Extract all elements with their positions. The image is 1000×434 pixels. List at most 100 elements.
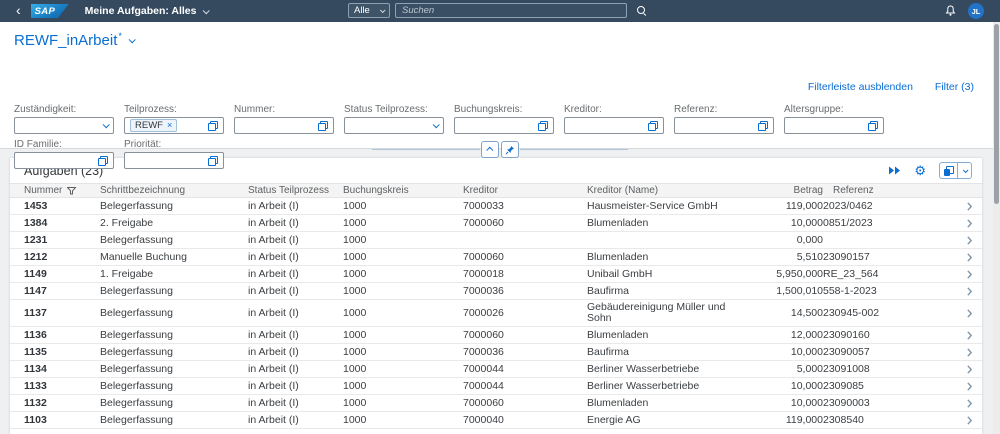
cell-nummer: 1137 bbox=[24, 306, 47, 319]
row-chevron-icon[interactable] bbox=[967, 252, 972, 262]
kreditor-input[interactable] bbox=[564, 117, 664, 134]
table-row[interactable]: 1147 Belegerfassung in Arbeit (I) 1000 7… bbox=[10, 283, 982, 300]
hide-filterbar-link[interactable]: Filterleiste ausblenden bbox=[807, 81, 913, 93]
row-chevron-icon[interactable] bbox=[967, 347, 972, 357]
cell-kreditor-name bbox=[587, 238, 737, 242]
value-help-icon[interactable] bbox=[98, 155, 108, 166]
row-chevron-icon[interactable] bbox=[967, 286, 972, 296]
row-chevron-icon[interactable] bbox=[967, 415, 972, 425]
cell-buchungskreis: 1000 bbox=[343, 413, 367, 426]
row-chevron-icon[interactable] bbox=[967, 381, 972, 391]
row-chevron-icon[interactable] bbox=[967, 330, 972, 340]
cell-kreditor-name: Berliner Wasserbetriebe bbox=[587, 362, 700, 375]
export-menu-chevron[interactable] bbox=[958, 163, 971, 178]
cell-schrittbezeichnung: Belegerfassung bbox=[100, 379, 173, 392]
table-row[interactable]: 1132 Belegerfassung in Arbeit (I) 1000 7… bbox=[10, 395, 982, 412]
cell-referenz: 230945-002 bbox=[823, 306, 880, 319]
token-remove-icon[interactable]: × bbox=[166, 120, 173, 130]
cell-nummer: 1103 bbox=[24, 413, 47, 426]
altersgruppe-input[interactable] bbox=[784, 117, 884, 134]
export-copy-icon[interactable] bbox=[940, 163, 958, 178]
multiselect-forward-icon[interactable] bbox=[889, 166, 901, 175]
table-row[interactable]: 1133 Belegerfassung in Arbeit (I) 1000 7… bbox=[10, 378, 982, 395]
search-scope-select[interactable]: Alle bbox=[348, 3, 390, 18]
table-row[interactable]: 1103 Belegerfassung in Arbeit (I) 1000 7… bbox=[10, 412, 982, 429]
cell-status-teilprozess: in Arbeit (I) bbox=[248, 267, 299, 280]
table-row[interactable]: 1135 Belegerfassung in Arbeit (I) 1000 7… bbox=[10, 344, 982, 361]
column-header-status-teilprozess[interactable]: Status Teilprozess bbox=[248, 185, 329, 196]
settings-gear-icon[interactable]: ⚙ bbox=[914, 163, 926, 178]
cell-schrittbezeichnung: Belegerfassung bbox=[100, 328, 173, 341]
value-help-icon[interactable] bbox=[318, 120, 328, 131]
row-chevron-icon[interactable] bbox=[967, 269, 972, 279]
cell-schrittbezeichnung: Manuelle Buchung bbox=[100, 250, 187, 263]
referenz-input[interactable] bbox=[674, 117, 774, 134]
scrollbar-thumb[interactable] bbox=[994, 24, 999, 204]
row-chevron-icon[interactable] bbox=[967, 218, 972, 228]
search-icon[interactable] bbox=[636, 5, 647, 16]
filter-label: Nummer: bbox=[234, 104, 276, 115]
column-header-buchungskreis[interactable]: Buchungskreis bbox=[343, 185, 409, 196]
table-row[interactable]: 1137 Belegerfassung in Arbeit (I) 1000 7… bbox=[10, 300, 982, 327]
filter-label: Kreditor: bbox=[564, 104, 602, 115]
column-header-kreditor[interactable]: Kreditor bbox=[463, 185, 499, 196]
pin-header-button[interactable] bbox=[501, 141, 519, 158]
nummer-input[interactable] bbox=[234, 117, 334, 134]
filter-label: Zuständigkeit: bbox=[14, 104, 77, 115]
page-title-menu[interactable]: REWF_inArbeit* bbox=[14, 31, 136, 49]
row-chevron-icon[interactable] bbox=[967, 364, 972, 374]
table-row[interactable]: 1384 2. Freigabe in Arbeit (I) 1000 7000… bbox=[10, 215, 982, 232]
column-header-nummer[interactable]: Nummer bbox=[24, 185, 100, 196]
filter-field-buchungskreis: Buchungskreis: bbox=[454, 104, 554, 134]
table-row[interactable]: 1212 Manuelle Buchung in Arbeit (I) 1000… bbox=[10, 249, 982, 266]
cell-nummer: 1231 bbox=[24, 233, 48, 246]
status-teilprozess-select[interactable] bbox=[344, 117, 444, 134]
table-row[interactable]: 1134 Belegerfassung in Arbeit (I) 1000 7… bbox=[10, 361, 982, 378]
table-row[interactable]: 1136 Belegerfassung in Arbeit (I) 1000 7… bbox=[10, 327, 982, 344]
row-chevron-icon[interactable] bbox=[967, 308, 972, 318]
row-chevron-icon[interactable] bbox=[967, 235, 972, 245]
value-help-icon[interactable] bbox=[648, 120, 658, 131]
table-row[interactable]: 1149 1. Freigabe in Arbeit (I) 1000 7000… bbox=[10, 266, 982, 283]
chevron-down-icon bbox=[128, 36, 136, 44]
prioritaet-input[interactable] bbox=[124, 152, 224, 169]
row-chevron-icon[interactable] bbox=[967, 201, 972, 211]
cell-referenz: 2308540 bbox=[823, 413, 864, 426]
filter-bar: Zuständigkeit: Teilprozess: REWF × Numme… bbox=[14, 104, 899, 169]
cell-status-teilprozess: in Arbeit (I) bbox=[248, 413, 299, 426]
sap-logo[interactable]: SAP bbox=[30, 4, 69, 18]
chevron-down-icon bbox=[102, 121, 110, 129]
column-header-referenz[interactable]: Referenz bbox=[833, 185, 874, 196]
cell-status-teilprozess: in Arbeit (I) bbox=[248, 233, 299, 246]
value-help-icon[interactable] bbox=[868, 120, 878, 131]
filters-link[interactable]: Filter (3) bbox=[934, 81, 974, 93]
chevron-down-icon bbox=[379, 6, 386, 13]
notifications-bell-icon[interactable] bbox=[945, 5, 956, 17]
collapse-header-button[interactable] bbox=[481, 141, 499, 158]
id-familie-input[interactable] bbox=[14, 152, 114, 169]
column-header-betrag[interactable]: Betrag bbox=[793, 185, 823, 196]
table-row[interactable]: 1231 Belegerfassung in Arbeit (I) 1000 0… bbox=[10, 232, 982, 249]
cell-buchungskreis: 1000 bbox=[343, 250, 367, 263]
teilprozess-input[interactable]: REWF × bbox=[124, 117, 224, 134]
column-header-kreditor-name[interactable]: Kreditor (Name) bbox=[587, 185, 659, 196]
row-chevron-icon[interactable] bbox=[967, 398, 972, 408]
value-help-icon[interactable] bbox=[208, 155, 218, 166]
column-header-schrittbezeichnung[interactable]: Schrittbezeichnung bbox=[100, 185, 186, 196]
cell-buchungskreis: 1000 bbox=[343, 199, 367, 212]
search-input[interactable]: Suchen bbox=[395, 3, 627, 18]
table-row[interactable]: 1453 Belegerfassung in Arbeit (I) 1000 7… bbox=[10, 198, 982, 215]
zustaendigkeit-select[interactable] bbox=[14, 117, 114, 134]
cell-schrittbezeichnung: 1. Freigabe bbox=[100, 267, 154, 280]
vertical-scrollbar[interactable] bbox=[993, 22, 1000, 434]
filter-label: ID Familie: bbox=[14, 139, 62, 150]
app-title-menu[interactable]: Meine Aufgaben: Alles bbox=[84, 5, 210, 17]
buchungskreis-input[interactable] bbox=[454, 117, 554, 134]
app-title: Meine Aufgaben: Alles bbox=[84, 5, 197, 17]
cell-betrag: 10,000 bbox=[790, 379, 823, 392]
value-help-icon[interactable] bbox=[758, 120, 768, 131]
value-help-icon[interactable] bbox=[208, 120, 218, 131]
user-avatar[interactable]: JL bbox=[968, 3, 984, 19]
back-icon[interactable]: ‹ bbox=[16, 2, 21, 18]
value-help-icon[interactable] bbox=[538, 120, 548, 131]
